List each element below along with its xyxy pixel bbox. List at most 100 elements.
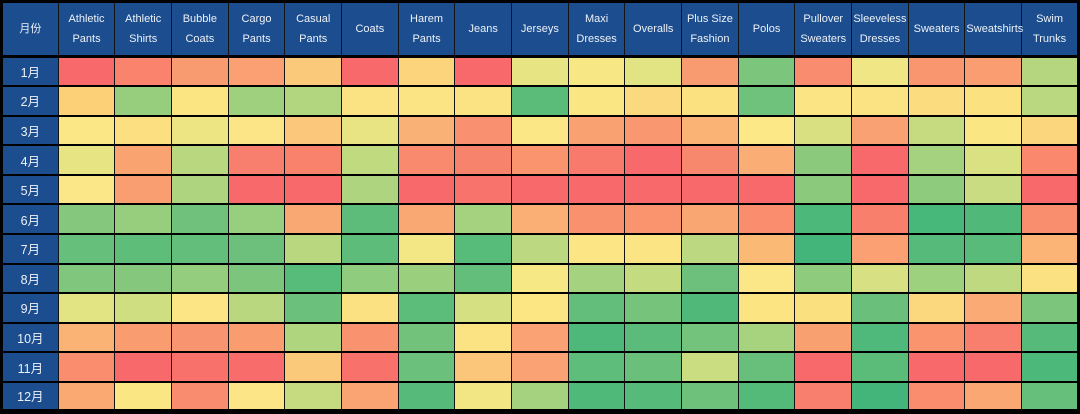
heatmap-cell[interactable]	[681, 85, 739, 117]
heatmap-cell[interactable]	[511, 292, 569, 324]
column-header-sweatshirts[interactable]: Sweatshirts	[964, 0, 1023, 58]
heatmap-cell[interactable]	[794, 144, 853, 176]
heatmap-cell[interactable]	[1021, 144, 1079, 176]
heatmap-cell[interactable]	[57, 85, 116, 117]
heatmap-cell[interactable]	[1021, 85, 1079, 117]
heatmap-cell[interactable]	[341, 55, 399, 87]
heatmap-cell[interactable]	[737, 232, 796, 265]
heatmap-cell[interactable]	[454, 292, 513, 324]
row-header-month[interactable]: 4月	[1, 144, 59, 176]
heatmap-cell[interactable]	[567, 203, 626, 235]
heatmap-cell[interactable]	[1021, 232, 1079, 265]
row-header-month[interactable]: 1月	[1, 55, 59, 87]
heatmap-cell[interactable]	[227, 55, 286, 87]
heatmap-cell[interactable]	[341, 144, 399, 176]
heatmap-cell[interactable]	[114, 173, 173, 205]
heatmap-cell[interactable]	[227, 114, 286, 146]
heatmap-cell[interactable]	[284, 173, 343, 205]
heatmap-cell[interactable]	[737, 321, 796, 353]
heatmap-cell[interactable]	[454, 232, 513, 265]
heatmap-cell[interactable]	[227, 321, 286, 353]
heatmap-cell[interactable]	[341, 114, 399, 146]
corner-header-month[interactable]: 月份	[1, 0, 59, 58]
column-header-harem-pants[interactable]: Harem Pants	[397, 0, 456, 58]
heatmap-cell[interactable]	[964, 351, 1023, 383]
heatmap-cell[interactable]	[964, 380, 1023, 412]
heatmap-cell[interactable]	[341, 173, 399, 205]
heatmap-cell[interactable]	[57, 380, 116, 412]
heatmap-cell[interactable]	[511, 232, 569, 265]
heatmap-cell[interactable]	[907, 173, 966, 205]
heatmap-cell[interactable]	[397, 232, 456, 265]
heatmap-cell[interactable]	[397, 114, 456, 146]
heatmap-cell[interactable]	[737, 292, 796, 324]
heatmap-cell[interactable]	[227, 232, 286, 265]
column-header-jeans[interactable]: Jeans	[454, 0, 513, 58]
column-header-sleeveless-dresses[interactable]: Sleeveless Dresses	[851, 0, 909, 58]
heatmap-cell[interactable]	[57, 262, 116, 294]
heatmap-cell[interactable]	[341, 85, 399, 117]
heatmap-cell[interactable]	[227, 380, 286, 412]
row-header-month[interactable]: 12月	[1, 380, 59, 412]
heatmap-cell[interactable]	[964, 232, 1023, 265]
heatmap-cell[interactable]	[794, 232, 853, 265]
heatmap-cell[interactable]	[284, 380, 343, 412]
heatmap-cell[interactable]	[681, 203, 739, 235]
column-header-bubble-coats[interactable]: Bubble Coats	[171, 0, 229, 58]
heatmap-cell[interactable]	[794, 85, 853, 117]
column-header-coats[interactable]: Coats	[341, 0, 399, 58]
heatmap-cell[interactable]	[454, 262, 513, 294]
row-header-month[interactable]: 10月	[1, 321, 59, 353]
heatmap-cell[interactable]	[907, 321, 966, 353]
row-header-month[interactable]: 5月	[1, 173, 59, 205]
heatmap-cell[interactable]	[624, 114, 683, 146]
heatmap-cell[interactable]	[284, 292, 343, 324]
column-header-polos[interactable]: Polos	[737, 0, 796, 58]
heatmap-cell[interactable]	[171, 114, 229, 146]
heatmap-cell[interactable]	[681, 262, 739, 294]
heatmap-cell[interactable]	[567, 144, 626, 176]
heatmap-cell[interactable]	[681, 292, 739, 324]
heatmap-cell[interactable]	[227, 351, 286, 383]
heatmap-cell[interactable]	[851, 55, 909, 87]
heatmap-cell[interactable]	[511, 144, 569, 176]
column-header-jerseys[interactable]: Jerseys	[511, 0, 569, 58]
heatmap-cell[interactable]	[737, 144, 796, 176]
heatmap-cell[interactable]	[1021, 292, 1079, 324]
heatmap-cell[interactable]	[397, 85, 456, 117]
heatmap-cell[interactable]	[1021, 114, 1079, 146]
heatmap-cell[interactable]	[114, 114, 173, 146]
heatmap-cell[interactable]	[341, 292, 399, 324]
column-header-athletic-pants[interactable]: Athletic Pants	[57, 0, 116, 58]
heatmap-cell[interactable]	[227, 173, 286, 205]
column-header-sweaters[interactable]: Sweaters	[907, 0, 966, 58]
heatmap-cell[interactable]	[114, 321, 173, 353]
heatmap-cell[interactable]	[454, 55, 513, 87]
heatmap-cell[interactable]	[907, 262, 966, 294]
heatmap-cell[interactable]	[794, 55, 853, 87]
heatmap-cell[interactable]	[737, 55, 796, 87]
heatmap-cell[interactable]	[1021, 203, 1079, 235]
heatmap-cell[interactable]	[57, 173, 116, 205]
heatmap-cell[interactable]	[681, 55, 739, 87]
heatmap-cell[interactable]	[624, 144, 683, 176]
heatmap-cell[interactable]	[171, 232, 229, 265]
heatmap-cell[interactable]	[57, 232, 116, 265]
heatmap-cell[interactable]	[341, 380, 399, 412]
heatmap-cell[interactable]	[227, 144, 286, 176]
heatmap-cell[interactable]	[454, 203, 513, 235]
heatmap-cell[interactable]	[567, 321, 626, 353]
heatmap-cell[interactable]	[681, 232, 739, 265]
heatmap-cell[interactable]	[511, 321, 569, 353]
heatmap-cell[interactable]	[964, 55, 1023, 87]
column-header-casual-pants[interactable]: Casual Pants	[284, 0, 343, 58]
heatmap-cell[interactable]	[907, 144, 966, 176]
heatmap-cell[interactable]	[454, 114, 513, 146]
heatmap-cell[interactable]	[397, 380, 456, 412]
row-header-month[interactable]: 11月	[1, 351, 59, 383]
column-header-pullover-sweaters[interactable]: Pullover Sweaters	[794, 0, 853, 58]
heatmap-cell[interactable]	[851, 292, 909, 324]
heatmap-cell[interactable]	[1021, 262, 1079, 294]
heatmap-cell[interactable]	[907, 203, 966, 235]
heatmap-cell[interactable]	[737, 114, 796, 146]
